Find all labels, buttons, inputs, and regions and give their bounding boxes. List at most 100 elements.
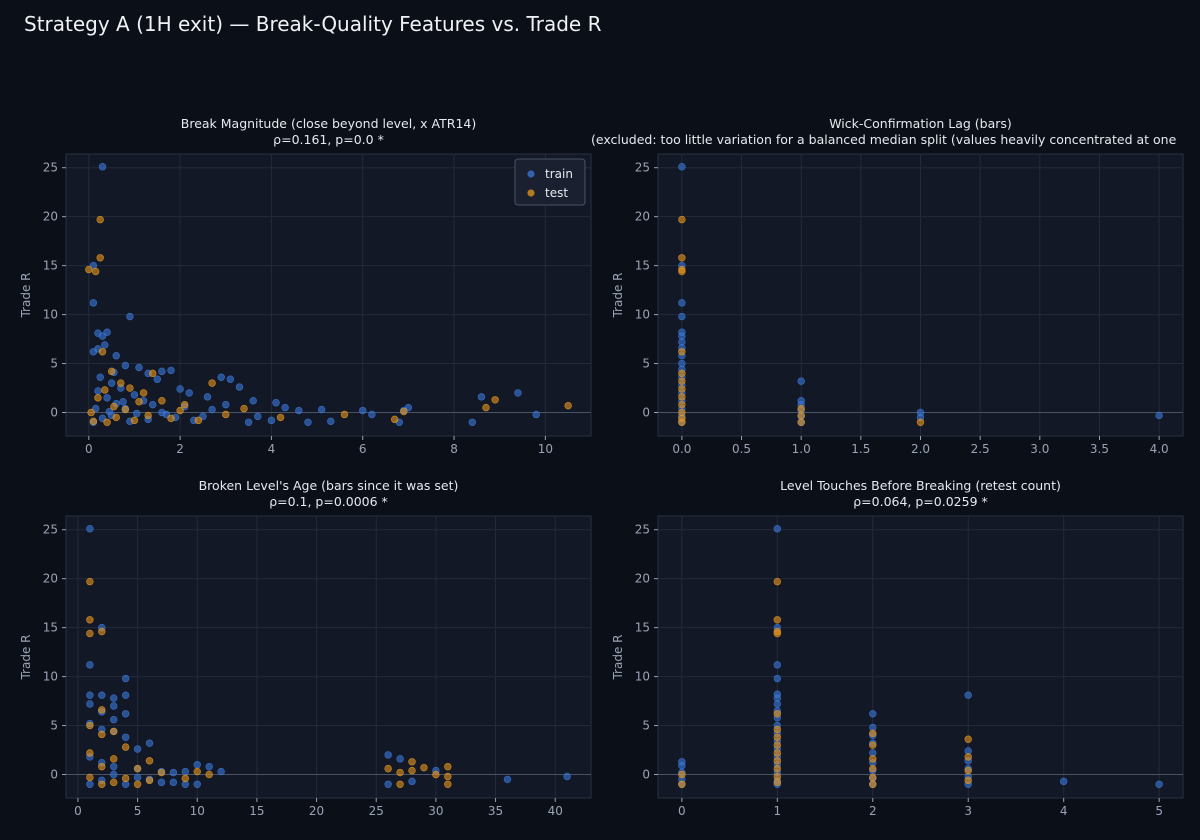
y-tick-label: 15: [635, 621, 650, 635]
data-point-test: [420, 763, 428, 772]
data-point-test: [240, 404, 248, 413]
x-tick-label: 0: [85, 442, 93, 456]
data-point-test: [390, 415, 399, 424]
data-point-test: [89, 417, 98, 426]
y-tick-label: 20: [635, 572, 650, 586]
data-point-test: [869, 764, 877, 773]
data-point-test: [112, 413, 120, 422]
y-tick-label: 5: [642, 357, 650, 371]
legend-label-train: train: [545, 167, 573, 181]
chart-panel-2: 0.0 0.5 1.0 1.5 2.0 2.5 3.0 3.5 4.0 0 5 10 15 20 25 Tra…: [591, 116, 1184, 456]
data-point-test: [678, 385, 686, 393]
plot-area: [657, 515, 1184, 799]
chart-panel-1: 0 2 4 6 8 10 0 5 10 15 20 25 Trade R Break Magnitude …: [19, 116, 592, 456]
data-point-test: [678, 215, 686, 224]
y-tick-label: 5: [642, 719, 650, 733]
x-tick-label: 20: [309, 804, 324, 818]
y-tick-label: 20: [635, 210, 650, 224]
data-point-train: [185, 389, 193, 397]
data-point-test: [678, 780, 686, 788]
y-tick-label: 10: [635, 308, 650, 322]
x-tick-label: 2: [176, 442, 184, 456]
data-point-train: [217, 767, 225, 776]
data-point-test: [86, 721, 94, 730]
y-tick-label: 25: [43, 161, 58, 175]
x-tick-label: 2.0: [911, 442, 930, 456]
data-point-test: [444, 772, 452, 781]
data-point-test: [121, 405, 130, 414]
data-point-test: [86, 629, 94, 638]
x-tick-label: 1.0: [792, 442, 811, 456]
data-point-train: [145, 739, 154, 747]
y-tick-label: 25: [635, 161, 650, 175]
data-point-train: [964, 691, 972, 699]
data-point-train: [222, 400, 230, 409]
data-point-train: [797, 377, 805, 385]
chart-panel-4: 0 1 2 3 4 5 0 5 10 15 20 25 Trade R Level Touches Bef…: [611, 478, 1184, 818]
data-point-test: [117, 379, 125, 387]
data-point-train: [167, 366, 175, 375]
x-tick-label: 25: [369, 804, 384, 818]
data-point-train: [98, 163, 107, 171]
data-point-test: [110, 778, 118, 787]
data-point-train: [112, 352, 120, 360]
series-test: [678, 577, 972, 788]
data-point-test: [384, 764, 392, 773]
x-tick-label: 15: [249, 804, 264, 818]
data-point-train: [267, 416, 276, 425]
data-point-test: [797, 404, 805, 413]
data-point-train: [89, 299, 98, 307]
data-point-train: [272, 399, 280, 407]
y-tick-label: 25: [43, 523, 58, 537]
data-point-test: [85, 265, 93, 274]
data-point-train: [169, 768, 178, 777]
data-point-test: [444, 780, 452, 788]
x-tick-label: 10: [538, 442, 553, 456]
series-test: [85, 215, 572, 426]
x-tick-label: 35: [488, 804, 503, 818]
data-point-test: [678, 254, 686, 262]
data-point-test: [869, 773, 877, 782]
data-point-train: [153, 375, 162, 383]
x-tick-label: 0.5: [732, 442, 751, 456]
data-point-test: [135, 398, 143, 406]
data-point-test: [110, 755, 118, 763]
data-point-train: [295, 406, 303, 415]
data-point-train: [317, 405, 326, 414]
data-point-train: [503, 775, 512, 784]
data-point-test: [491, 396, 499, 404]
data-point-test: [194, 416, 203, 425]
data-point-test: [180, 400, 189, 409]
data-point-train: [121, 691, 130, 699]
x-tick-label: 2.5: [971, 442, 990, 456]
data-point-train: [193, 761, 201, 769]
data-point-test: [98, 780, 106, 788]
panel-subtitle: (excluded: too little variation for a ba…: [591, 132, 1177, 147]
data-point-train: [563, 772, 571, 781]
data-point-train: [203, 393, 212, 401]
data-point-train: [101, 341, 109, 349]
data-point-test: [564, 401, 572, 410]
data-point-test: [396, 768, 404, 777]
data-point-test: [222, 410, 230, 419]
data-point-test: [773, 733, 782, 741]
data-point-test: [86, 577, 94, 586]
data-point-train: [135, 363, 143, 372]
data-point-train: [773, 700, 782, 708]
data-point-test: [158, 397, 166, 405]
data-point-test: [87, 408, 95, 417]
data-point-test: [205, 770, 213, 779]
y-tick-label: 10: [43, 308, 58, 322]
data-point-test: [869, 729, 877, 738]
data-point-test: [916, 418, 925, 426]
data-point-test: [964, 766, 972, 775]
x-tick-label: 5: [1155, 804, 1163, 818]
x-tick-label: 0: [678, 804, 686, 818]
data-point-train: [121, 733, 130, 741]
data-point-train: [678, 312, 686, 321]
data-point-train: [396, 755, 404, 763]
x-tick-label: 1: [773, 804, 781, 818]
data-point-test: [149, 369, 157, 378]
data-point-train: [359, 406, 367, 415]
data-point-train: [384, 780, 392, 788]
